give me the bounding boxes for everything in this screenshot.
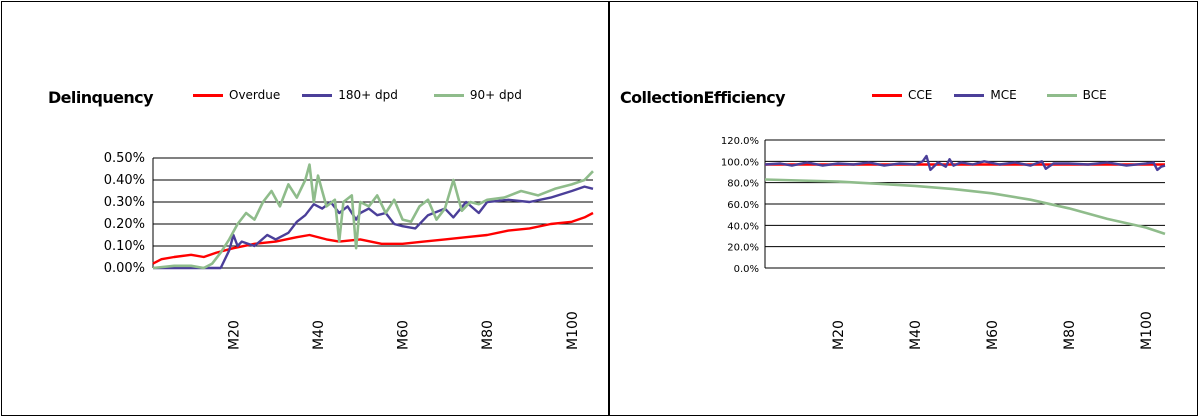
x-tick-label: M100 (1139, 311, 1155, 350)
y-tick-label: 0.30% (104, 195, 145, 210)
y-tick-label: 0.20% (104, 217, 145, 232)
y-tick-label: 0.10% (104, 239, 145, 254)
y-tick-label: 0.00% (104, 261, 145, 276)
y-tick-label: 40.0% (727, 221, 759, 232)
legend-swatch-mce (954, 93, 985, 97)
y-tick-label: 0.40% (104, 173, 145, 188)
collection-efficiency-panel: CollectionEfficiency CCE MCE BCE 120.0% 1… (610, 0, 1200, 420)
y-tick-label: 0.50% (104, 151, 145, 166)
legend-swatch-bce (1046, 93, 1077, 97)
legend-item-90-dpd: 90+ dpd (433, 88, 522, 102)
legend-label-overdue: Overdue (229, 88, 281, 102)
legend-swatch-overdue (193, 93, 223, 97)
x-tick-label: M80 (1062, 320, 1078, 350)
series-line-overdue (152, 211, 594, 265)
series-line-bce (764, 178, 1166, 236)
x-tick-label: M80 (480, 320, 496, 350)
chart-title: Delinquency (48, 88, 154, 107)
legend-label-mce: MCE (990, 88, 1017, 102)
y-tick-label: 0.0% (734, 264, 759, 275)
chart-title: CollectionEfficiency (620, 88, 786, 107)
x-tick-label: M100 (565, 311, 581, 350)
delinquency-chart: 0.50% 0.40% 0.30% 0.20% 0.10% 0.00% M20 M40 M60 M… (104, 151, 594, 350)
chart-legend: CCE MCE BCE (872, 88, 1129, 102)
y-tick-label: 20.0% (727, 243, 759, 254)
legend-item-cce: CCE (872, 88, 932, 102)
delinquency-panel: Delinquency Overdue 180+ dpd 90+ dpd 0.5… (48, 88, 594, 350)
x-tick-label: M40 (311, 320, 327, 350)
y-tick-label: 100.0% (721, 157, 759, 168)
x-tick-label: M20 (226, 320, 242, 350)
panel-divider (608, 1, 610, 416)
y-tick-label: 60.0% (727, 200, 759, 211)
legend-label-bce: BCE (1082, 88, 1107, 102)
legend-label-cce: CCE (908, 88, 933, 102)
legend-label-180-dpd: 180+ dpd (338, 88, 398, 102)
series-line-mce (764, 154, 1166, 172)
x-tick-label: M20 (831, 320, 847, 350)
x-tick-label: M40 (908, 320, 924, 350)
legend-swatch-180-dpd (302, 93, 333, 97)
y-tick-label: 80.0% (727, 179, 759, 190)
legend-label-90-dpd: 90+ dpd (469, 88, 522, 102)
x-tick-label: M60 (396, 320, 412, 350)
legend-item-overdue: Overdue (193, 88, 280, 102)
legend-swatch-90-dpd (433, 93, 464, 97)
legend-swatch-cce (872, 93, 902, 97)
collection-efficiency-chart: 120.0% 100.0% 80.0% 60.0% 40.0% 20.0% 0.0% M20 M… (721, 136, 1166, 350)
legend-item-180-dpd: 180+ dpd (302, 88, 398, 102)
y-tick-label: 120.0% (721, 136, 759, 147)
x-tick-label: M60 (985, 320, 1001, 350)
series-line-90-dpd (152, 163, 594, 270)
legend-item-mce: MCE (954, 88, 1017, 102)
legend-item-bce: BCE (1046, 88, 1107, 102)
chart-legend: Overdue 180+ dpd 90+ dpd (193, 88, 544, 102)
